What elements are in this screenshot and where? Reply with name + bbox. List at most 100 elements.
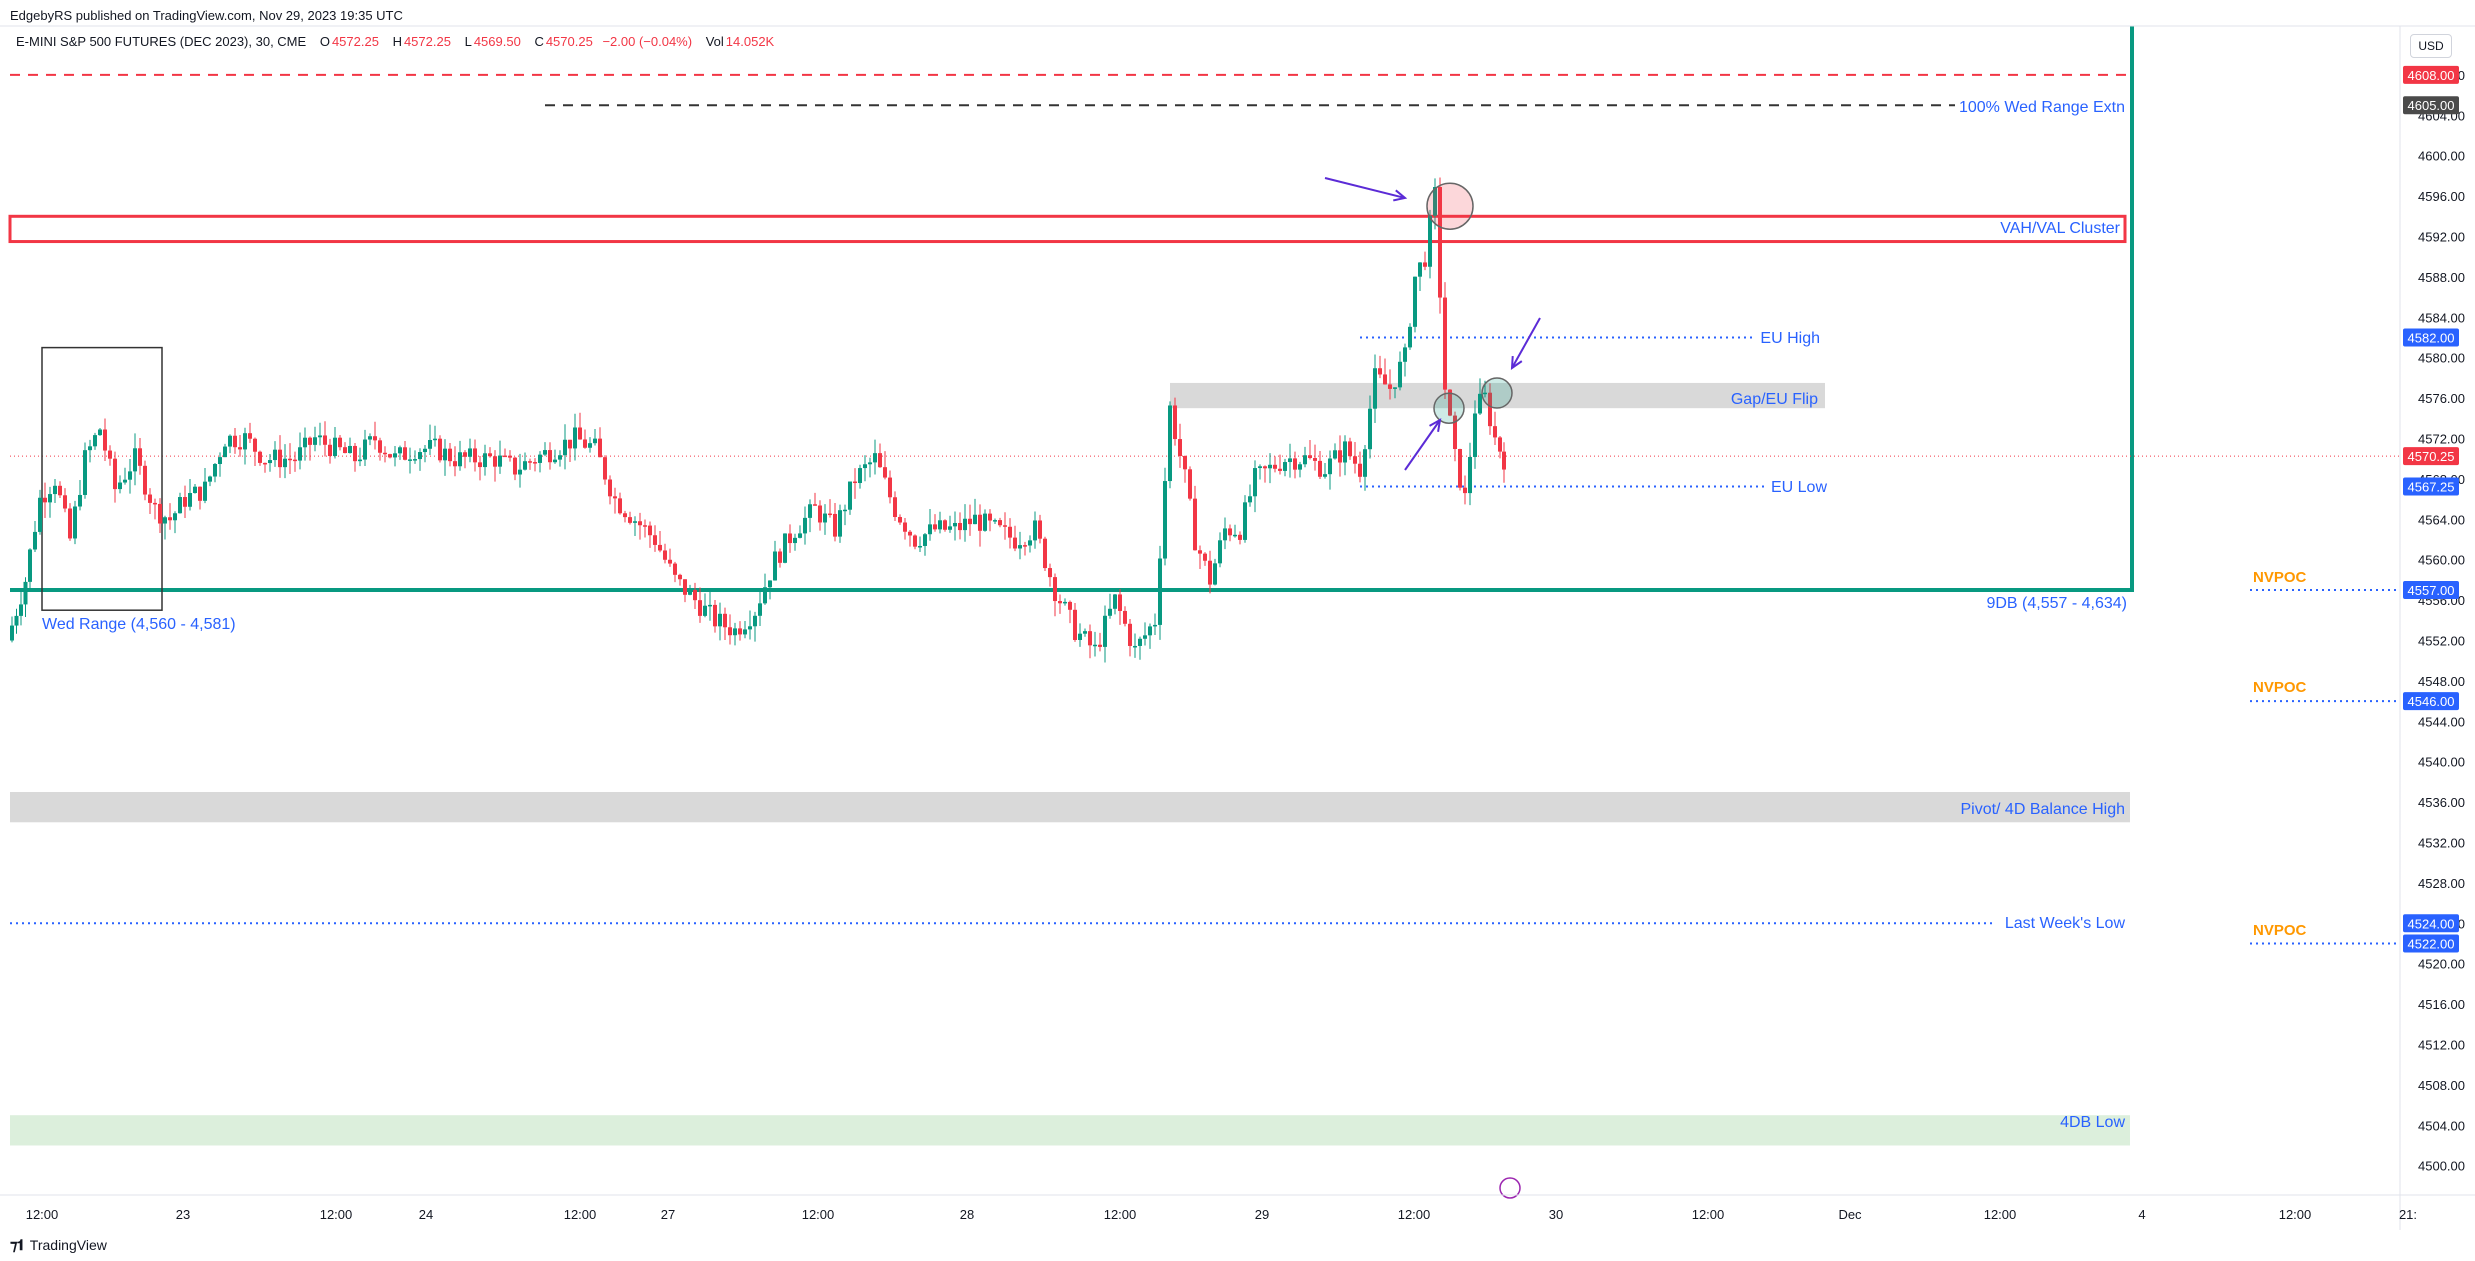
candle-body [1228,528,1232,536]
candle-body [538,454,542,463]
arrow-to-flip-left-head [1429,418,1442,433]
candle-body [308,437,312,445]
candle-body [98,429,102,436]
candle-body [743,629,747,635]
candle-body [83,450,87,495]
price-tag: 4522.00 [2403,934,2459,953]
label-gap-eu-flip: Gap/EU Flip [1731,391,1818,408]
candle [273,441,277,467]
candle-body [78,494,82,507]
candle [1218,532,1222,568]
candle [908,530,912,547]
candle [298,432,302,470]
candle [968,504,972,536]
candle [558,450,562,467]
price-tag-bg [2403,96,2459,115]
candle-body [428,440,432,449]
candle [1238,531,1242,545]
candle [1083,628,1087,637]
candle-body [1213,563,1217,585]
candle-body [1068,601,1072,610]
candle-body [1063,601,1067,604]
candle-body [723,613,727,628]
candle-body [1458,448,1462,488]
candle-body [598,438,602,458]
candle-body [918,545,922,548]
candle [1168,401,1172,489]
candle-body [1008,526,1012,538]
candle-body [1398,361,1402,388]
candle-body [438,438,442,461]
candle [1293,451,1297,479]
candle [228,434,232,454]
price-tag-bg [2403,934,2459,953]
candle-body [443,448,447,461]
symbol-name[interactable]: E-MINI S&P 500 FUTURES (DEC 2023), 30, C… [16,34,307,49]
arrow-to-flip-right-head [1510,355,1523,371]
candle [1053,573,1057,617]
candle-body [1013,537,1017,549]
price-tag-label: 4557.00 [2408,583,2455,598]
price-tag-bg [2403,65,2459,84]
candle-body [1468,456,1472,494]
candle [358,447,362,467]
candle-body [1273,464,1277,469]
candle [588,437,592,453]
candle-body [748,626,752,630]
candle-body [1103,615,1107,647]
candle-body [1098,644,1102,647]
candle-body [23,581,28,605]
candle-body [1113,594,1117,609]
candle-body [533,462,537,464]
candle [928,508,932,541]
candle-body [263,462,267,465]
candle [818,500,822,531]
candle [503,448,507,458]
candle-body [973,514,977,525]
candle [623,510,627,523]
candle-body [1158,558,1162,625]
candle [98,428,102,436]
candle [173,511,177,534]
label-vah-val-cluster: VAH/VAL Cluster [2000,220,2120,237]
candle-body [733,628,737,636]
y-tick-label: 4580.00 [2418,351,2465,366]
candle-body [383,452,387,455]
currency-button[interactable]: USD [2410,34,2452,58]
candle [53,479,57,503]
candle [993,518,997,524]
candle [1193,485,1197,551]
price-tag-bg [2403,447,2459,466]
candle-body [943,520,947,530]
candle-body [188,493,192,507]
candle-body [988,513,992,521]
candle-body [1493,426,1497,438]
label-nvpoc-2: NVPOC [2253,679,2307,696]
label-eu-low: EU Low [1771,479,1827,496]
candle [1368,395,1372,459]
candle [1028,535,1032,553]
candle-body [783,533,787,563]
candle [773,540,777,581]
candle-body [1453,415,1457,449]
candle-body [1293,458,1297,470]
price-tag-bg [2403,692,2459,711]
candle-body [103,429,107,451]
candle [1163,467,1167,566]
candle-body [1003,525,1007,527]
candle-body [1268,464,1272,469]
candle-body [1403,347,1407,362]
candle-body [473,448,477,463]
candle-body [1313,458,1317,461]
candle-body [728,627,732,636]
candle-body [1248,496,1252,503]
candle-body [368,436,372,440]
y-tick-label: 4544.00 [2418,714,2465,729]
candle-body [318,435,322,438]
candle-body [828,513,832,516]
candle [1278,454,1282,475]
candle-body [243,433,247,450]
candle-body [198,486,202,501]
candle [678,573,682,586]
